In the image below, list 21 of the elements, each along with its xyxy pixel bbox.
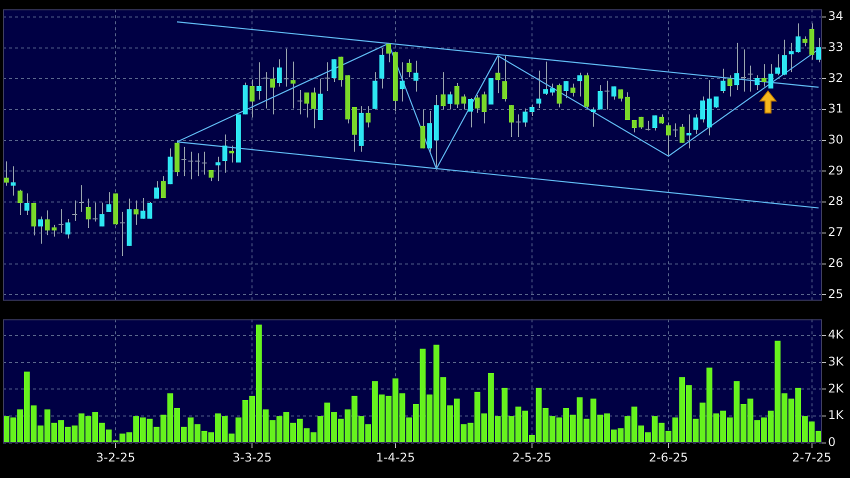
y-tick-label: 3K xyxy=(828,354,845,368)
x-tick-label: 1-4-25 xyxy=(376,450,416,464)
y-tick-label: 30 xyxy=(828,132,844,146)
y-tick-label: 33 xyxy=(828,40,844,54)
y-tick-label: 4K xyxy=(828,327,845,342)
y-tick-label: 25 xyxy=(828,286,844,301)
y-tick-label: 1K xyxy=(828,408,845,422)
x-tick-label: 2-7-25 xyxy=(792,450,832,464)
x-tick-label: 2-5-25 xyxy=(512,450,552,464)
x-tick-label: 3-2-25 xyxy=(96,450,136,464)
y-tick-label: 2K xyxy=(828,381,845,396)
y-tick-label: 34 xyxy=(828,9,844,24)
y-tick-label: 0 xyxy=(828,435,836,450)
y-tick-label: 26 xyxy=(828,256,844,270)
y-tick-label: 29 xyxy=(828,163,844,178)
y-tick-label: 27 xyxy=(828,225,844,240)
y-tick-label: 28 xyxy=(828,194,844,208)
x-tick-label: 3-3-25 xyxy=(232,450,272,464)
y-tick-label: 31 xyxy=(828,102,844,116)
y-tick-label: 32 xyxy=(828,70,844,85)
x-tick-label: 2-6-25 xyxy=(648,450,688,464)
